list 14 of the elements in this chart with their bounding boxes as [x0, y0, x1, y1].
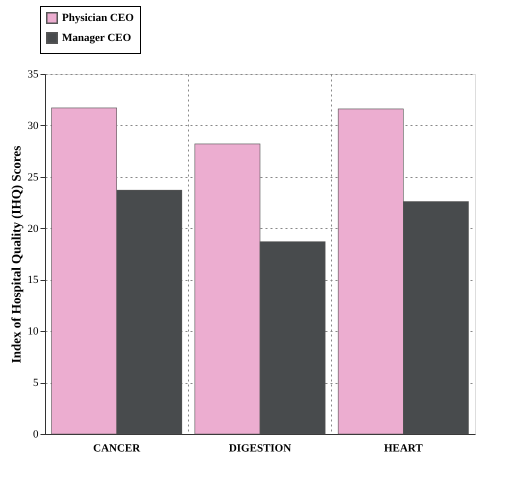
x-tick-label: CANCER [93, 442, 142, 454]
x-tick-label: DIGESTION [228, 442, 292, 454]
y-axis-title: Index of Hospital Quality (IHQ) Scores [8, 146, 24, 364]
x-tick-label: HEART [384, 442, 424, 454]
y-tick-label: 30 [28, 120, 39, 132]
y-tick-label: 15 [28, 274, 39, 286]
legend-label: Physician CEO [62, 12, 134, 24]
y-tick-label: 35 [28, 68, 39, 80]
y-tick-label: 20 [28, 222, 39, 235]
legend-label: Manager CEO [62, 32, 132, 44]
y-tick-label: 10 [28, 326, 39, 338]
y-tick-label: 0 [33, 428, 39, 440]
y-tick-label: 25 [28, 171, 39, 184]
y-tick-label: 5 [33, 377, 39, 390]
